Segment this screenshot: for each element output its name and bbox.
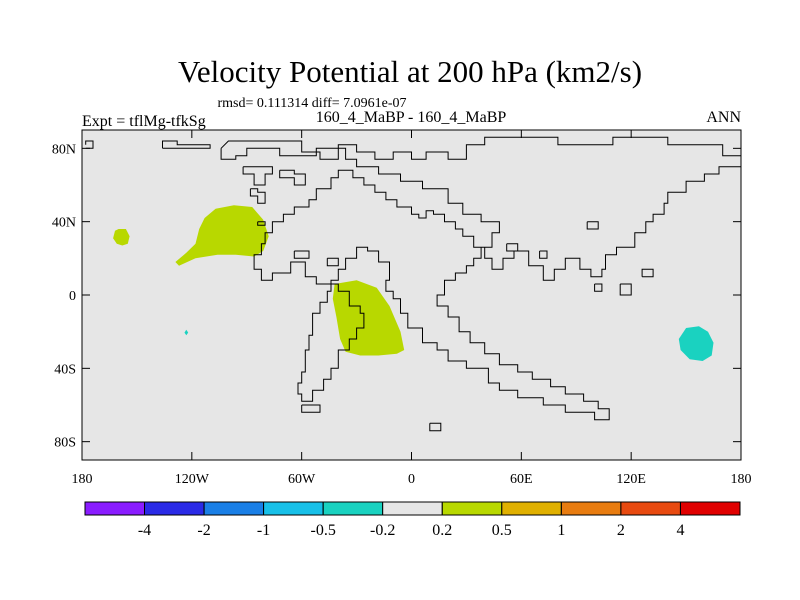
coastline-north-block-1 bbox=[242, 166, 273, 186]
x-tick-label-0: 180 bbox=[72, 472, 93, 487]
map-background bbox=[82, 130, 741, 460]
x-tick-label-1: 120W bbox=[175, 472, 210, 487]
coastline-arctic-island-1 bbox=[162, 140, 211, 149]
y-tick-label-3: 40S bbox=[54, 362, 76, 377]
y-tick-label-2: 0 bbox=[69, 289, 76, 304]
coastline-interior-lake-1 bbox=[506, 243, 519, 252]
coastline-eastern-islet-1 bbox=[594, 283, 603, 292]
y-tick-label-1: 40N bbox=[52, 216, 76, 231]
coastline-main-continent bbox=[220, 136, 742, 421]
region-negative-dot-south-pacific bbox=[184, 329, 189, 336]
colorbar-swatch-2 bbox=[203, 501, 265, 516]
colorbar-label-7: 1 bbox=[557, 522, 565, 539]
coastline-arctic-island-2 bbox=[85, 140, 94, 149]
colorbar-swatch-5 bbox=[382, 501, 443, 516]
experiment-label: Expt = tflMg-tfkSg bbox=[82, 113, 206, 130]
colorbar-label-9: 4 bbox=[677, 522, 685, 539]
y-tick-label-4: 80S bbox=[54, 436, 76, 451]
coastline-north-block-2 bbox=[279, 169, 306, 186]
colorbar-label-8: 2 bbox=[617, 522, 625, 539]
colorbar-swatch-1 bbox=[144, 501, 205, 516]
x-tick-label-3: 0 bbox=[408, 472, 415, 487]
region-negative-blob-south-pacific bbox=[678, 326, 714, 361]
coastline-southern-peninsula bbox=[301, 404, 321, 413]
colorbar-swatch-7 bbox=[501, 501, 562, 516]
coastline-small-island-2 bbox=[293, 250, 310, 259]
colorbar-label-4: -0.2 bbox=[370, 522, 395, 539]
x-tick-label-5: 120E bbox=[616, 472, 646, 487]
y-tick-label-0: 80N bbox=[52, 142, 76, 157]
colorbar: -4 -2 -1 -0.5 -0.2 0.2 0.5 1 2 4 bbox=[84, 501, 741, 539]
region-positive-blob-north-pacific-large bbox=[175, 205, 269, 266]
colorbar-swatch-3 bbox=[263, 501, 324, 516]
coastline-eastern-island bbox=[641, 268, 654, 278]
chart-title: Velocity Potential at 200 hPa (km2/s) bbox=[178, 54, 642, 89]
coastline-small-island-3 bbox=[326, 257, 339, 267]
x-tick-label-6: 180 bbox=[731, 472, 752, 487]
coastline-southern-islet bbox=[429, 422, 442, 432]
colorbar-label-3: -0.5 bbox=[311, 522, 336, 539]
colorbar-label-2: -1 bbox=[257, 522, 270, 539]
colorbar-swatch-6 bbox=[441, 501, 503, 516]
coastline-eastern-islet-2 bbox=[619, 283, 632, 296]
x-tick-label-2: 60W bbox=[288, 472, 316, 487]
coastline-layer bbox=[85, 136, 742, 432]
x-tick-label-4: 60E bbox=[510, 472, 533, 487]
region-positive-blob-north-pacific-small bbox=[113, 229, 130, 246]
coastline-small-island-1 bbox=[257, 221, 266, 226]
colorbar-swatch-8 bbox=[560, 501, 622, 516]
coastline-interior-lake-2 bbox=[539, 250, 548, 259]
case-label: 160_4_MaBP - 160_4_MaBP bbox=[316, 109, 507, 126]
colorbar-swatch-4 bbox=[322, 501, 384, 516]
colorbar-label-6: 0.5 bbox=[492, 522, 512, 539]
colorbar-swatch-9 bbox=[620, 501, 681, 516]
region-positive-blob-south-atlantic bbox=[332, 280, 405, 356]
colorbar-label-1: -2 bbox=[197, 522, 210, 539]
stats-line: rmsd= 0.111314 diff= 7.0961e-07 bbox=[217, 96, 406, 111]
season-label: ANN bbox=[706, 109, 741, 126]
colorbar-swatch-10 bbox=[680, 501, 741, 516]
coastline-interior-lake-3 bbox=[586, 221, 599, 230]
colorbar-label-0: -4 bbox=[138, 522, 151, 539]
contour-fill-layer bbox=[113, 205, 714, 361]
coastline-western-island bbox=[249, 188, 266, 204]
axis-ticks: 180 120W 60W 0 60E 120E 180 80N 40N 0 40S 80S bbox=[52, 130, 752, 487]
colorbar-label-5: 0.2 bbox=[432, 522, 452, 539]
colorbar-swatch-0 bbox=[84, 501, 145, 516]
